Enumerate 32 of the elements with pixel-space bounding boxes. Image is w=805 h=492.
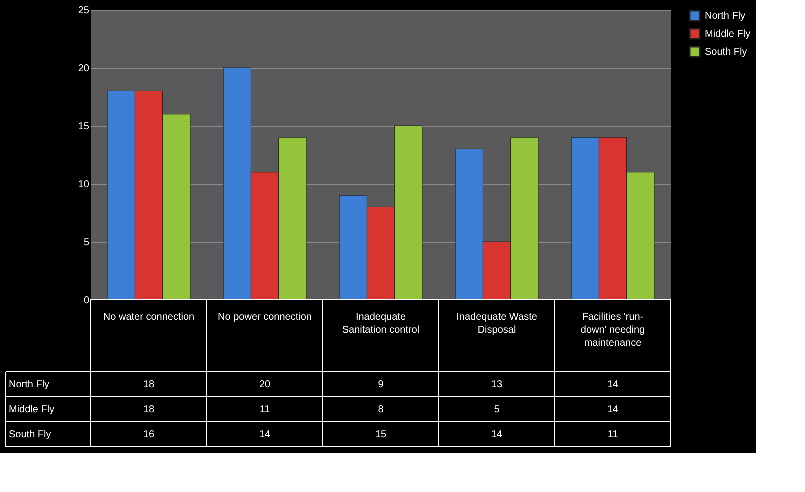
legend-label: South Fly (705, 47, 748, 58)
data-label: 5 (494, 404, 500, 416)
data-label: 15 (375, 430, 387, 440)
text: North Fly (9, 380, 50, 390)
data-label: 14 (259, 430, 271, 440)
y-tick-label: 5 (84, 238, 90, 248)
data-label: 20 (259, 380, 271, 390)
data-label: 18 (143, 404, 155, 416)
data-label: 14 (607, 380, 619, 390)
text: South Fly (9, 430, 52, 440)
data-label: 9 (378, 380, 384, 390)
x-tick-label: No water connection (103, 312, 195, 323)
data-label: 14 (607, 404, 619, 416)
data-label: 11 (608, 430, 619, 440)
x-tick-label: Inadequate Waste Disposal (456, 312, 538, 336)
data-label: 16 (143, 430, 155, 440)
y-tick-label: 10 (78, 180, 90, 190)
data-label: 11 (260, 404, 271, 416)
y-tick-label: 0 (84, 296, 90, 306)
data-label: 13 (491, 380, 503, 390)
x-tick-label: Facilities 'run-down' needing maintenance (580, 312, 646, 349)
text: Middle Fly (9, 404, 55, 416)
legend-label: North Fly (705, 11, 746, 22)
x-tick-label: No power connection (218, 312, 312, 323)
legend-label: Middle Fly (705, 29, 751, 40)
y-tick-label: 20 (78, 64, 90, 74)
x-tick-label: Inadequate Sanitation control (342, 312, 420, 336)
data-label: 8 (378, 404, 384, 416)
data-label: 14 (491, 430, 503, 440)
data-label: 18 (143, 380, 155, 390)
y-tick-label: 25 (78, 6, 90, 16)
y-tick-label: 15 (78, 122, 90, 132)
